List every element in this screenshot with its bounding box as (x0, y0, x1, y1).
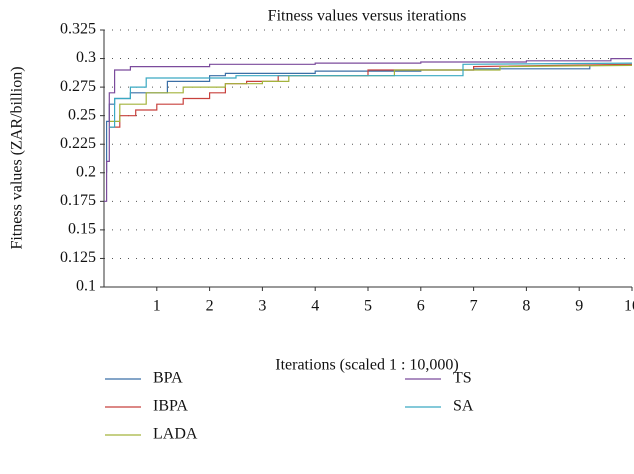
x-tick-label: 6 (417, 298, 425, 315)
y-tick-label: 0.125 (60, 249, 96, 266)
y-tick-label: 0.225 (60, 135, 96, 152)
x-tick-label: 5 (364, 298, 372, 315)
series-line (104, 58, 632, 202)
y-tick-label: 0.325 (60, 21, 96, 38)
y-tick-label: 0.1 (76, 278, 96, 295)
chart-title: Fitness values versus iterations (268, 8, 467, 25)
x-tick-label: 9 (575, 298, 583, 315)
x-tick-label: 10 (624, 298, 634, 315)
series-line (109, 63, 633, 128)
x-tick-label: 7 (470, 298, 478, 315)
series-line (109, 64, 633, 122)
series-line (109, 62, 633, 128)
y-tick-label: 0.2 (76, 163, 96, 180)
y-tick-label: 0.175 (60, 192, 96, 209)
legend-label: BPA (153, 370, 183, 387)
y-axis-label: Fitness values (ZAR/billion) (9, 66, 26, 249)
x-tick-label: 1 (153, 298, 161, 315)
legend-label: SA (453, 398, 474, 415)
x-tick-label: 3 (258, 298, 266, 315)
legend-label: IBPA (153, 398, 188, 415)
x-tick-label: 2 (206, 298, 214, 315)
x-tick-label: 8 (522, 298, 530, 315)
x-tick-label: 4 (311, 298, 319, 315)
y-tick-label: 0.275 (60, 78, 96, 95)
y-tick-label: 0.25 (68, 106, 96, 123)
legend-label: TS (453, 370, 472, 387)
y-tick-label: 0.15 (68, 221, 96, 238)
series-line (106, 64, 632, 173)
x-axis-label: Iterations (scaled 1 : 10,000) (275, 357, 459, 374)
y-tick-label: 0.3 (76, 49, 96, 66)
legend-label: LADA (153, 426, 198, 443)
